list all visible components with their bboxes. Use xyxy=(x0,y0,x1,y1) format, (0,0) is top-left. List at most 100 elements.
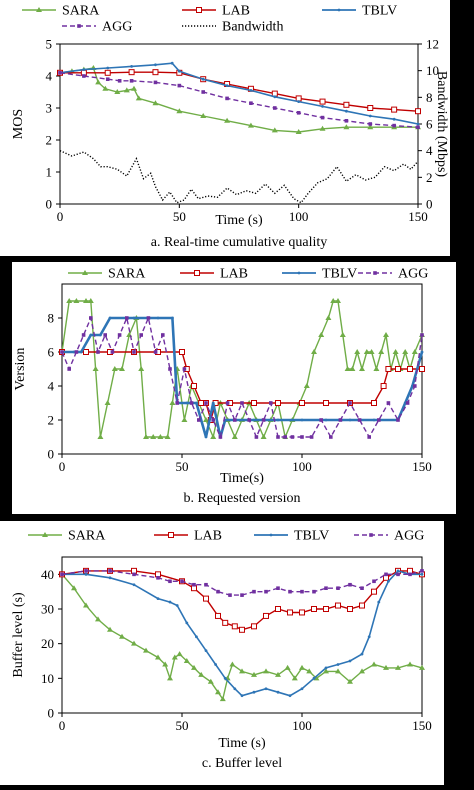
y-axis-label: Version xyxy=(13,348,28,391)
agg-marker xyxy=(348,582,352,587)
sara-marker xyxy=(368,349,375,354)
agg-marker xyxy=(336,586,340,590)
sara-marker xyxy=(343,124,350,130)
x-tick-label: 150 xyxy=(408,209,428,224)
sara-marker xyxy=(318,332,325,337)
series-lab xyxy=(59,349,425,423)
sara-marker xyxy=(119,366,125,371)
tblv-marker xyxy=(420,350,424,354)
y2-tick-label: 4 xyxy=(426,143,433,158)
sara-marker xyxy=(152,100,159,106)
agg-marker xyxy=(319,418,323,422)
agg-marker xyxy=(413,384,417,388)
tblv-marker xyxy=(185,621,189,625)
lab-marker xyxy=(215,612,221,619)
agg-marker xyxy=(96,350,100,354)
agg-marker xyxy=(344,119,349,123)
agg-marker xyxy=(420,569,424,573)
lab-marker xyxy=(415,108,421,115)
sara-marker xyxy=(306,668,313,674)
sara-marker xyxy=(83,298,89,303)
agg-marker xyxy=(369,533,373,537)
legend-item-agg: AGG xyxy=(354,529,424,544)
y-tick-label: 2 xyxy=(48,413,55,428)
agg-marker xyxy=(175,401,179,405)
agg-marker xyxy=(204,401,208,405)
agg-marker xyxy=(132,572,136,577)
agg-marker xyxy=(386,401,391,405)
agg-marker xyxy=(249,101,253,105)
lab-marker xyxy=(203,595,209,602)
agg-marker xyxy=(189,401,194,405)
agg-marker xyxy=(309,435,314,439)
agg-marker xyxy=(338,418,343,422)
agg-marker xyxy=(153,350,158,354)
agg-marker xyxy=(254,435,259,439)
lab-marker xyxy=(239,626,245,633)
tblv-marker xyxy=(416,122,420,126)
tblv-marker xyxy=(84,572,88,576)
tblv-marker xyxy=(348,659,352,663)
legend-label: SARA xyxy=(62,4,100,19)
lab-marker xyxy=(391,106,398,113)
sara-marker xyxy=(251,671,257,677)
sara-marker xyxy=(130,85,137,91)
agg-marker xyxy=(197,418,201,422)
lab-marker xyxy=(323,606,329,612)
agg-marker xyxy=(110,350,115,354)
agg-marker xyxy=(324,586,328,590)
agg-marker xyxy=(211,418,215,422)
tblv-marker xyxy=(300,687,304,691)
lab-marker xyxy=(83,349,89,355)
series-sara xyxy=(59,571,425,702)
agg-marker xyxy=(103,333,107,337)
sara-marker xyxy=(203,417,209,422)
sara-marker xyxy=(162,661,169,667)
sara-marker xyxy=(344,366,351,371)
agg-marker xyxy=(74,350,79,354)
legend-label: SARA xyxy=(68,529,106,544)
lab-marker xyxy=(335,602,341,609)
sara-marker xyxy=(171,654,178,660)
series-lab xyxy=(57,69,421,115)
tblv-marker xyxy=(276,690,280,694)
x-axis-label: Time(s) xyxy=(220,471,264,486)
legend-item-agg: AGG xyxy=(358,267,428,282)
tblv-marker xyxy=(168,600,172,604)
lab-marker xyxy=(251,400,257,406)
tblv-marker xyxy=(156,597,160,600)
agg-marker xyxy=(283,435,287,439)
agg-marker xyxy=(290,435,295,439)
agg-marker xyxy=(408,572,412,577)
lab-marker xyxy=(275,400,281,406)
legend-item-tblv: TBLV xyxy=(282,267,357,282)
tblv-marker xyxy=(348,418,352,422)
legend-item-sara: SARA xyxy=(68,267,146,282)
tblv-marker xyxy=(324,666,328,670)
series-line xyxy=(59,72,419,128)
lab-marker xyxy=(275,606,281,612)
tblv-marker xyxy=(387,579,390,583)
tblv-marker xyxy=(337,8,341,12)
sara-marker xyxy=(135,95,142,101)
x-tick-label: 0 xyxy=(59,459,66,474)
sara-marker xyxy=(215,689,221,695)
sara-marker xyxy=(114,89,121,94)
tblv-marker xyxy=(367,635,371,639)
legend-label: TBLV xyxy=(322,267,357,282)
sara-marker xyxy=(87,298,94,303)
sara-marker xyxy=(181,417,188,422)
tblv-marker xyxy=(204,649,208,652)
lab-marker xyxy=(319,98,326,105)
tblv-marker xyxy=(89,333,93,337)
tblv-marker xyxy=(249,89,253,92)
chart-buffer-level: 0 50 100 150 0 10 20 30 40 Time (s) Buffer level (… xyxy=(11,529,432,772)
sara-marker xyxy=(176,651,183,657)
sara-marker xyxy=(330,298,337,303)
agg-marker xyxy=(129,79,134,83)
x-tick-label: 50 xyxy=(173,209,186,224)
lab-marker xyxy=(299,609,305,616)
tblv-marker xyxy=(195,401,198,405)
agg-marker xyxy=(420,333,424,337)
sara-marker xyxy=(167,675,173,681)
